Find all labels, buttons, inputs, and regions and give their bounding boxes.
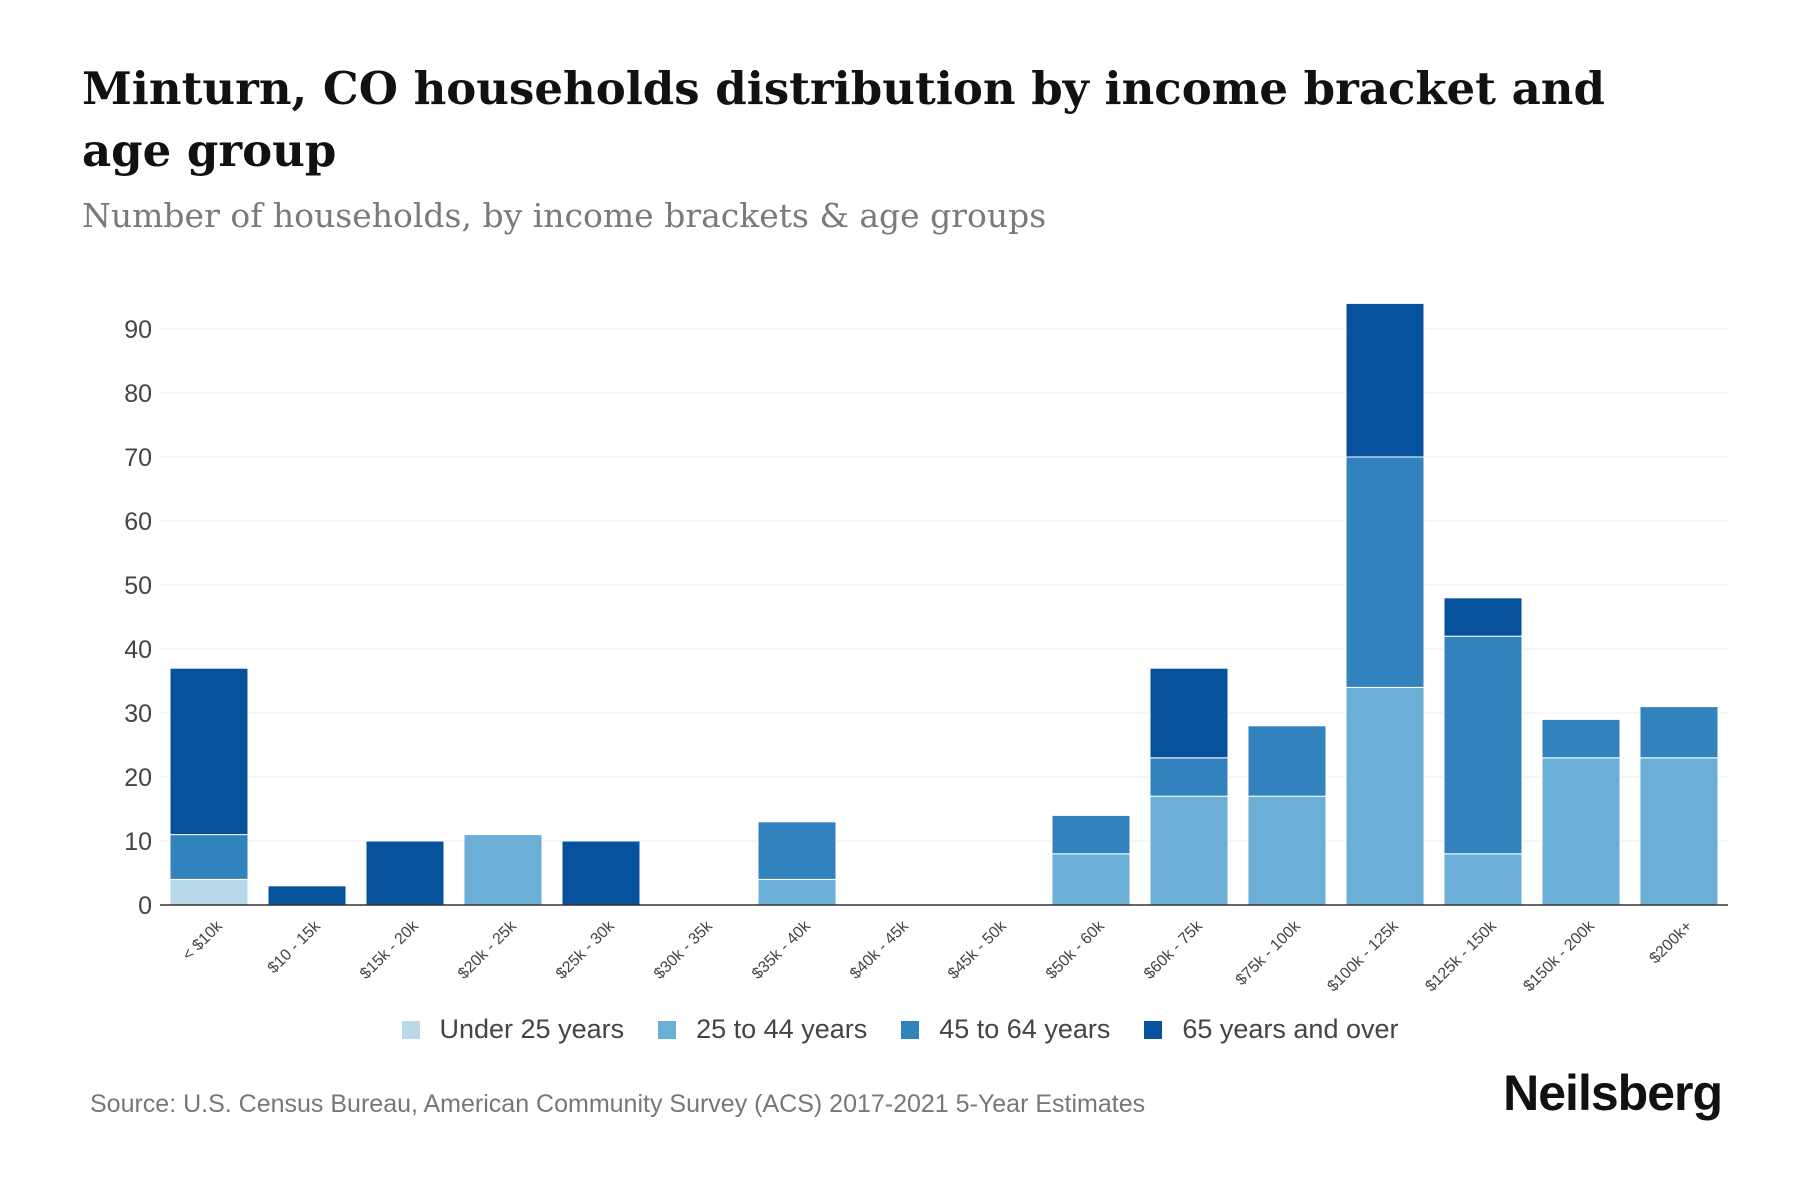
- bar-segment: [1051, 814, 1131, 855]
- y-tick-label: 50: [124, 572, 152, 600]
- bar-segment: [169, 667, 249, 836]
- bar-segment: [1541, 757, 1621, 906]
- x-tick-label: $100k - 125k: [1324, 917, 1402, 995]
- bar-segment: [1443, 635, 1523, 855]
- y-tick-label: 70: [124, 444, 152, 472]
- x-tick-label: $60k - 75k: [1141, 917, 1207, 983]
- y-tick-label: 90: [124, 316, 152, 344]
- legend-swatch-under-25: [401, 1020, 420, 1039]
- legend-item-25-to-44: 25 to 44 years: [658, 1014, 867, 1045]
- legend-item-45-to-64: 45 to 64 years: [901, 1014, 1110, 1045]
- source-note: Source: U.S. Census Bureau, American Com…: [90, 1090, 1146, 1118]
- x-tick-label: $125k - 150k: [1422, 917, 1500, 995]
- bar-segment: [1247, 725, 1327, 797]
- bar-segment: [169, 834, 249, 880]
- bar-segment: [1345, 686, 1425, 906]
- legend-swatch-45-to-64: [901, 1020, 920, 1039]
- bar-segment: [1345, 302, 1425, 458]
- bar-segment: [267, 885, 347, 906]
- x-tick-label: $75k - 100k: [1233, 917, 1305, 989]
- legend-label-45-to-64: 45 to 64 years: [939, 1014, 1111, 1044]
- bar-segment: [463, 834, 543, 906]
- y-tick-label: 60: [124, 508, 152, 536]
- x-tick-label: $45k - 50k: [945, 917, 1011, 983]
- bar-segment: [757, 878, 837, 906]
- bar-segment: [561, 840, 641, 906]
- x-tick-label: $35k - 40k: [749, 917, 815, 983]
- y-tick-label: 30: [124, 700, 152, 728]
- bar-segment: [1639, 706, 1719, 759]
- legend-item-under-25: Under 25 years: [401, 1014, 625, 1045]
- x-tick-label: $30k - 35k: [651, 917, 717, 983]
- stacked-bar-chart: 0 10 20 30 40 50 60 70 80 90 < $10k $10 - 15k $15k -…: [124, 302, 1728, 995]
- y-tick-label: 0: [138, 892, 152, 920]
- x-tick-label: $10 - 15k: [265, 917, 325, 977]
- x-tick-label: $50k - 60k: [1043, 917, 1109, 983]
- chart-subtitle: Number of households, by income brackets…: [82, 196, 1047, 235]
- bar-segment: [1149, 667, 1229, 759]
- x-tick-label: $20k - 25k: [455, 917, 521, 983]
- chart-title: Minturn, CO households distribution by i…: [82, 62, 1605, 177]
- bar-segment: [1247, 795, 1327, 906]
- bar-segment: [1639, 757, 1719, 906]
- legend-label-25-to-44: 25 to 44 years: [696, 1014, 868, 1044]
- chart-legend: Under 25 years 25 to 44 years 45 to 64 y…: [0, 1014, 1800, 1045]
- bar-segment: [1443, 597, 1523, 637]
- x-tick-label: $15k - 20k: [357, 917, 423, 983]
- bar-segment: [1051, 853, 1131, 906]
- x-tick-label: $25k - 30k: [553, 917, 619, 983]
- x-tick-label: < $10k: [180, 917, 227, 964]
- bar-segment: [1541, 718, 1621, 759]
- bar-segment: [1345, 456, 1425, 688]
- y-tick-label: 10: [124, 828, 152, 856]
- legend-label-under-25: Under 25 years: [439, 1014, 625, 1044]
- bar-segment: [1149, 757, 1229, 797]
- x-tick-label: $40k - 45k: [847, 917, 913, 983]
- legend-label-65-plus: 65 years and over: [1182, 1014, 1399, 1044]
- legend-item-65-plus: 65 years and over: [1144, 1014, 1399, 1045]
- bar-segment: [757, 821, 837, 880]
- legend-swatch-65-plus: [1144, 1020, 1163, 1039]
- legend-swatch-25-to-44: [658, 1020, 677, 1039]
- bar-segment: [365, 840, 445, 906]
- bar-segment: [1149, 795, 1229, 906]
- x-tick-label: $150k - 200k: [1520, 917, 1598, 995]
- y-tick-label: 40: [124, 636, 152, 664]
- y-tick-label: 20: [124, 764, 152, 792]
- y-tick-label: 80: [124, 380, 152, 408]
- brand-logo: Neilsberg: [1503, 1065, 1723, 1121]
- bar-segment: [169, 878, 249, 906]
- bar-segment: [1443, 853, 1523, 906]
- x-tick-label: $200k+: [1646, 918, 1695, 967]
